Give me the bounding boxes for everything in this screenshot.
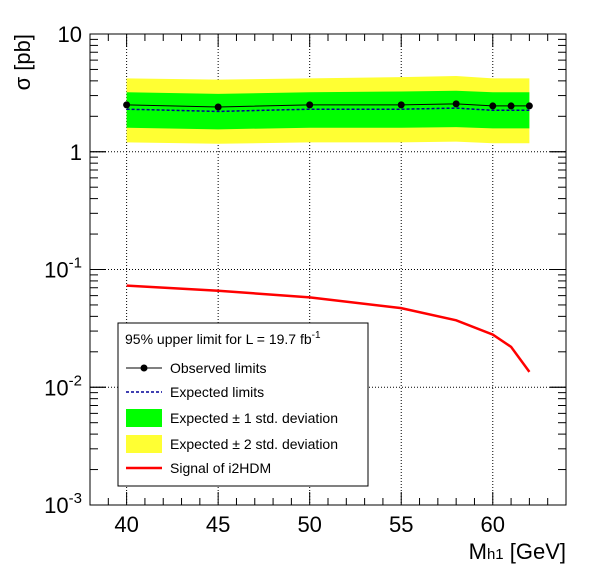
x-tick-label: 55 — [389, 512, 413, 537]
axis-ticks — [89, 33, 567, 506]
legend-title: 95% upper limit for L = 19.7 fb-1 — [125, 330, 321, 347]
x-tick-label: 45 — [206, 512, 230, 537]
observed-point — [214, 103, 222, 111]
observed-point — [489, 102, 497, 110]
y-tick-label: 10 — [58, 22, 82, 47]
axis-labels: Mh1 [GeV] σ [pb] — [10, 34, 566, 564]
legend-label: Expected ± 2 std. deviation — [170, 436, 338, 452]
legend: 95% upper limit for L = 19.7 fb-1 Observe… — [117, 322, 369, 487]
observed-points — [123, 100, 533, 111]
tick-labels: 40 45 50 55 60 10 1 10-1 10-2 10-3 — [44, 22, 505, 537]
observed-point — [123, 101, 131, 109]
legend-label: Signal of i2HDM — [170, 460, 271, 476]
x-axis-label: Mh1 [GeV] — [469, 539, 566, 564]
observed-point — [397, 101, 405, 109]
y-tick-label: 1 — [70, 140, 82, 165]
x-tick-label: 50 — [297, 512, 321, 537]
y-tick-label: 10-3 — [44, 490, 82, 518]
expected-line — [126, 107, 530, 113]
y-axis-label: σ [pb] — [10, 34, 35, 90]
signal-line — [126, 284, 531, 373]
y-tick-label: 10-1 — [44, 255, 82, 283]
observed-point — [507, 102, 515, 110]
observed-point — [525, 102, 533, 110]
legend-symbol-band_1sigma — [126, 409, 162, 427]
legend-box — [117, 322, 369, 487]
legend-symbol-band_2sigma — [126, 435, 162, 453]
x-tick-label: 60 — [481, 512, 505, 537]
legend-label: Observed limits — [170, 360, 266, 376]
band-1sigma — [126, 90, 530, 130]
observed-point — [306, 101, 314, 109]
x-tick-label: 40 — [114, 512, 138, 537]
legend-label: Expected ± 1 std. deviation — [170, 410, 338, 426]
legend-symbol-observed-marker — [140, 364, 148, 372]
y-tick-label: 10-2 — [44, 372, 82, 400]
observed-point — [452, 100, 460, 108]
legend-label: Expected limits — [170, 384, 264, 400]
